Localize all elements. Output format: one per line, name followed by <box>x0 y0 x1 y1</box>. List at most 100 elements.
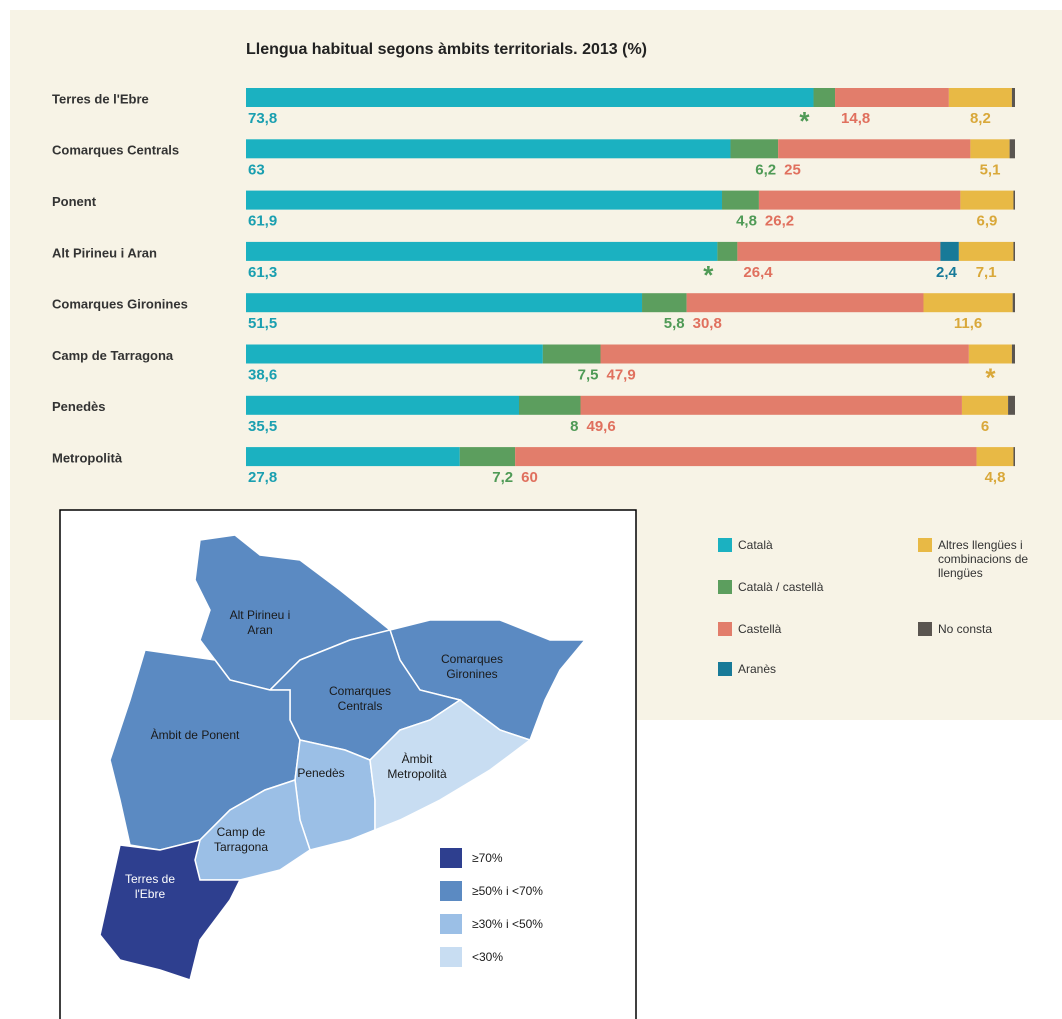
bar-segment <box>246 395 519 415</box>
bar-segment <box>1008 395 1015 415</box>
bar-segment <box>758 190 961 210</box>
bar-segment <box>948 88 1012 107</box>
bar-segment <box>940 241 959 261</box>
region-label: Penedès <box>297 766 345 780</box>
value-label: 8 <box>570 418 578 435</box>
value-label: 11,6 <box>954 315 982 332</box>
bar-segment <box>1009 139 1015 159</box>
value-label: 61,3 <box>248 264 277 281</box>
map-legend-swatch <box>440 881 462 901</box>
map-region <box>369 699 532 832</box>
legend-swatch <box>718 538 732 552</box>
bar-segment <box>1013 241 1015 261</box>
bar-segment <box>722 190 759 210</box>
value-label: 5,8 <box>664 315 685 332</box>
bar-segment <box>246 88 814 107</box>
value-label: 30,8 <box>693 315 722 332</box>
value-label: 73,8 <box>248 110 277 127</box>
legend-label: Altres llengües i combinacions de llengü… <box>938 538 1029 580</box>
bar-segment <box>923 293 1013 313</box>
bar-segment <box>542 344 601 364</box>
legend-label: Català <box>738 538 773 552</box>
value-label: * <box>985 362 996 392</box>
region-label: Àmbit Metropolità <box>387 752 447 781</box>
value-label: 26,4 <box>743 264 773 281</box>
bar-segment <box>961 395 1009 415</box>
bar-segment <box>778 139 971 159</box>
bar-segment <box>246 241 718 261</box>
region-label: Àmbit de Ponent <box>150 728 240 742</box>
legend-label: Català / castellà <box>738 580 824 594</box>
value-label: 61,9 <box>248 213 277 230</box>
value-label: 7,5 <box>578 366 599 383</box>
bar-segment <box>968 344 1012 364</box>
map-region <box>294 739 376 851</box>
bar-segment <box>813 88 836 107</box>
map-legend-label: ≥50% i <70% <box>472 884 543 898</box>
bar-segment <box>976 447 1014 467</box>
value-label: * <box>799 106 810 136</box>
value-label: 49,6 <box>587 418 616 435</box>
region-label: Comarques Gironines <box>440 652 504 681</box>
bar-segment <box>686 293 924 313</box>
value-label: 4,8 <box>985 469 1006 486</box>
bar-segment <box>835 88 949 107</box>
bar-segment <box>730 139 779 159</box>
bar-segment <box>1012 293 1015 313</box>
bar-segment <box>246 447 460 467</box>
value-label: 7,2 <box>492 469 513 486</box>
region-label: Camp de Tarragona <box>213 825 269 854</box>
region-label: Comarques Centrals <box>328 684 392 713</box>
legend-swatch <box>718 580 732 594</box>
bar-segment <box>958 241 1014 261</box>
bar-segment <box>1013 190 1015 210</box>
category-label: Alt Pirineu i Aran <box>52 245 157 260</box>
map-legend-swatch <box>440 947 462 967</box>
bar-segment <box>717 241 738 261</box>
category-label: Terres de l'Ebre <box>52 91 149 106</box>
value-label: 47,9 <box>607 366 636 383</box>
region-label: Alt Pirineu i Aran <box>229 608 291 637</box>
legend-label: No consta <box>938 622 993 636</box>
bar-segment <box>459 447 516 467</box>
value-label: 6,2 <box>755 161 776 178</box>
value-label: 63 <box>248 161 265 178</box>
category-label: Penedès <box>52 399 105 414</box>
bar-segment <box>246 139 731 159</box>
value-label: 27,8 <box>248 469 277 486</box>
value-label: 14,8 <box>841 110 870 127</box>
bar-segment <box>600 344 969 364</box>
value-label: 4,8 <box>736 213 757 230</box>
region-label: Terres de l'Ebre <box>124 872 176 901</box>
map-legend-label: ≥70% <box>472 851 503 865</box>
value-label: 2,4 <box>936 264 958 281</box>
legend-swatch <box>918 538 932 552</box>
bar-segment <box>246 344 543 364</box>
chart-title: Llengua habitual segons àmbits territori… <box>246 41 647 58</box>
value-label: 60 <box>521 469 538 486</box>
bar-segment <box>246 293 643 313</box>
map-legend-swatch <box>440 914 462 934</box>
bar-segment <box>970 139 1010 159</box>
bar-segment <box>1011 344 1015 364</box>
bar-segment <box>515 447 977 467</box>
map-region <box>99 838 242 981</box>
category-label: Camp de Tarragona <box>52 348 174 363</box>
bar-segment <box>1013 447 1015 467</box>
map-legend-swatch <box>440 848 462 868</box>
value-label: 5,1 <box>980 161 1001 178</box>
bar-segment <box>1011 88 1015 107</box>
value-label: * <box>703 260 714 290</box>
legend-swatch <box>918 622 932 636</box>
value-label: 26,2 <box>765 213 794 230</box>
value-label: 25 <box>784 161 801 178</box>
value-label: 51,5 <box>248 315 277 332</box>
bar-segment <box>960 190 1014 210</box>
bar-segment <box>642 293 687 313</box>
value-label: 6,9 <box>977 213 998 230</box>
map <box>99 534 587 981</box>
value-label: 7,1 <box>976 264 997 281</box>
bar-segment <box>518 395 581 415</box>
legend-label: Castellà <box>738 622 782 636</box>
category-label: Metropolità <box>52 451 123 466</box>
